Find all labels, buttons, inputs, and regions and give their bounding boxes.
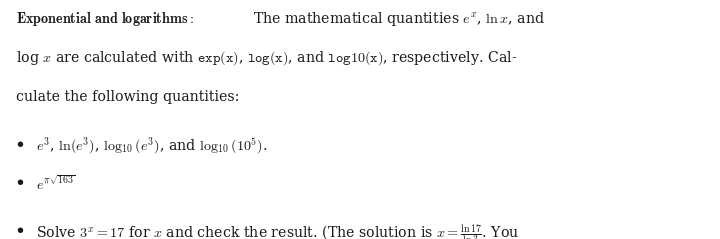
Text: $\bullet$: $\bullet$ bbox=[16, 174, 24, 188]
Text: Solve $3^{x} = 17$ for $x$ and check the result. (The solution is $x = \frac{\ln: Solve $3^{x} = 17$ for $x$ and check the… bbox=[36, 222, 519, 239]
Text: The mathematical quantities $e^{x}$, $\ln x$, and: The mathematical quantities $e^{x}$, $\l… bbox=[253, 10, 545, 27]
Text: $\mathbf{Exponential\ and\ logarithms{:}}$: $\mathbf{Exponential\ and\ logarithms{:}… bbox=[16, 10, 194, 27]
Text: culate the following quantities:: culate the following quantities: bbox=[16, 90, 239, 104]
Text: $e^{\pi\sqrt{163}}$: $e^{\pi\sqrt{163}}$ bbox=[36, 174, 76, 193]
Text: $e^{3}$, $\ln(e^{3})$, $\log_{10}(e^{3})$, and $\log_{10}(10^{5})$.: $e^{3}$, $\ln(e^{3})$, $\log_{10}(e^{3})… bbox=[36, 136, 268, 157]
Text: log $x$ are calculated with $\mathtt{exp(x)}$, $\mathtt{log(x)}$, and $\mathtt{l: log $x$ are calculated with $\mathtt{exp… bbox=[16, 50, 517, 67]
Text: $\bullet$: $\bullet$ bbox=[16, 222, 24, 236]
Text: $\bullet$: $\bullet$ bbox=[16, 136, 24, 150]
